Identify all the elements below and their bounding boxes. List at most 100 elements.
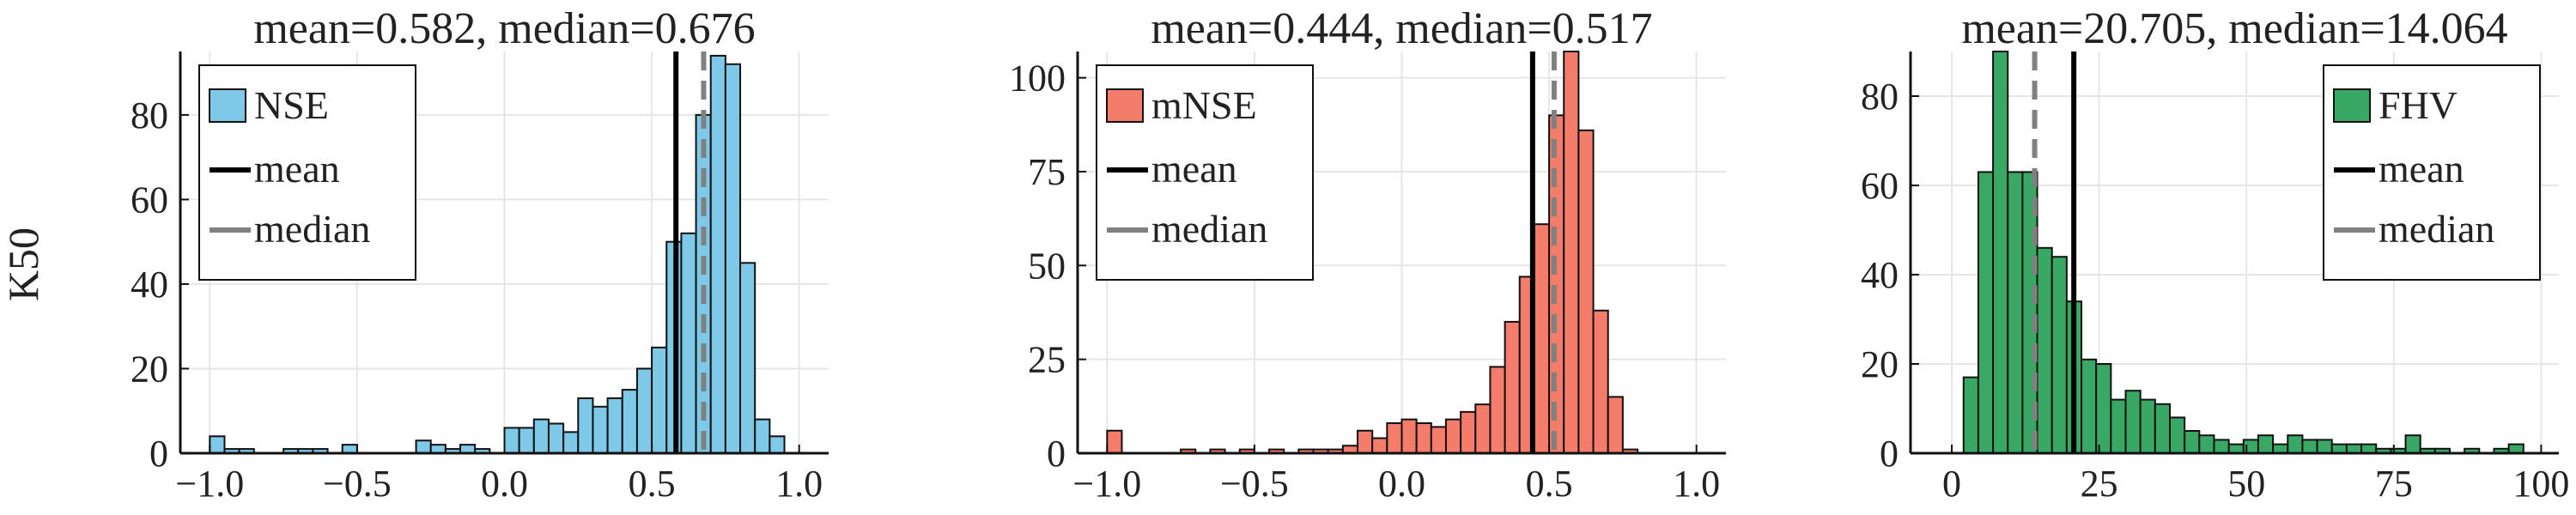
legend: mNSE mean median: [1097, 65, 1313, 280]
legend-label-median: median: [1151, 207, 1267, 251]
histogram-bar: [1475, 404, 1490, 453]
y-tick-label: 0: [149, 433, 168, 475]
histogram-bar: [2273, 445, 2287, 453]
histogram-bar: [1564, 52, 1578, 453]
histogram-bar: [416, 440, 431, 453]
histogram-bar: [2332, 445, 2347, 453]
histogram-bar: [519, 427, 534, 453]
histogram-bar: [2302, 439, 2317, 453]
x-tick-label: −1.0: [175, 463, 244, 505]
y-tick-label: 0: [1880, 433, 1899, 475]
x-tick-label: 0: [1942, 463, 1961, 505]
histogram-bar: [1993, 52, 2008, 453]
histogram-bar: [2347, 445, 2361, 453]
chart-title: mean=20.705, median=14.064: [1961, 4, 2507, 53]
histogram-bar: [2096, 364, 2111, 453]
histogram-bar: [534, 420, 549, 453]
histogram-bar: [726, 64, 740, 453]
chart-title: mean=0.582, median=0.676: [253, 4, 755, 53]
histogram-bar: [1358, 431, 1372, 453]
x-tick-label: 75: [2375, 463, 2413, 505]
histogram-bar: [2509, 445, 2524, 453]
histogram-bar: [1594, 311, 1608, 453]
x-tick-label: 0.0: [481, 463, 528, 505]
x-tick-label: 50: [2227, 463, 2265, 505]
histogram-bar: [1387, 423, 1401, 453]
y-tick-label: 40: [131, 264, 168, 306]
histogram-bar: [2111, 400, 2125, 453]
histogram-bar: [1461, 412, 1475, 453]
histogram-bar: [2052, 257, 2067, 453]
legend-label-series: mNSE: [1151, 83, 1257, 127]
histogram-bar: [578, 398, 592, 453]
x-tick-label: 25: [2081, 463, 2118, 505]
legend-swatch-histogram: [210, 89, 246, 122]
fhv-histogram-panel: 0 25 50 75 100 0 20 40 60 80 mean=20.705, median=1…: [1861, 4, 2569, 505]
histogram-bar: [2170, 417, 2184, 453]
y-tick-label: 0: [1047, 433, 1066, 475]
histogram-bar: [2199, 435, 2214, 453]
legend-label-mean: mean: [254, 147, 340, 191]
legend-swatch-histogram: [1107, 89, 1143, 122]
y-tick-label: 40: [1861, 254, 1899, 296]
histogram-bar: [1107, 431, 1121, 453]
histogram-bar: [1978, 172, 1993, 453]
chart-title: mean=0.444, median=0.517: [1151, 4, 1652, 53]
histogram-bar: [623, 390, 637, 453]
histogram-bar: [608, 398, 623, 453]
y-tick-label: 20: [1861, 343, 1899, 385]
row-label: K50: [0, 227, 47, 301]
x-tick-label: 0.5: [1526, 463, 1573, 505]
x-tick-label: −0.5: [323, 463, 392, 505]
histogram-bar: [1490, 367, 1504, 453]
x-tick-label: 1.0: [775, 463, 823, 505]
legend: NSE mean median: [199, 65, 416, 280]
histogram-bar: [2081, 360, 2096, 453]
legend-label-mean: mean: [1151, 147, 1237, 191]
histogram-bar: [210, 436, 224, 453]
histogram-bar: [1578, 130, 1593, 453]
histogram-bar: [2361, 445, 2376, 453]
y-tick-label: 75: [1028, 151, 1066, 193]
histogram-bar: [2008, 172, 2022, 453]
histogram-bar: [755, 420, 769, 453]
mnse-histogram-panel: −1.0 −0.5 0.0 0.5 1.0 0 25 50 75 100 mean=0.444, m…: [1009, 4, 1726, 505]
histogram-bar: [1608, 397, 1623, 453]
histogram-bar: [652, 348, 666, 453]
histogram-bar: [2406, 435, 2421, 453]
legend-swatch-histogram: [2334, 89, 2370, 122]
y-tick-label: 80: [131, 94, 168, 136]
nse-histogram-panel: −1.0 −0.5 0.0 0.5 1.0 0 20 40 60 80 mean=0.582, me…: [131, 4, 829, 505]
histogram-bar: [2038, 248, 2052, 453]
histogram-bar: [2318, 439, 2332, 453]
histogram-bar: [2155, 404, 2170, 453]
histogram-bar: [2214, 439, 2228, 453]
histogram-bar: [2141, 400, 2155, 453]
legend: FHV mean median: [2324, 65, 2540, 280]
x-tick-label: −1.0: [1072, 463, 1141, 505]
histogram-bar: [711, 56, 726, 453]
histogram-bar: [637, 368, 652, 453]
histogram-bar: [1372, 439, 1387, 453]
x-tick-label: 0.5: [629, 463, 676, 505]
histogram-bar: [1402, 420, 1417, 453]
histogram-bar: [592, 407, 607, 453]
histogram-bar: [2126, 391, 2141, 453]
histogram-bar: [563, 432, 578, 453]
legend-label-mean: mean: [2379, 147, 2464, 191]
x-tick-label: −0.5: [1220, 463, 1289, 505]
histogram-bar: [2287, 435, 2302, 453]
histogram-bar: [681, 233, 696, 453]
histogram-bar: [769, 436, 784, 453]
histogram-bar: [1505, 322, 1520, 453]
y-tick-label: 80: [1861, 76, 1899, 118]
legend-label-series: FHV: [2379, 83, 2458, 127]
histogram-bar: [2229, 445, 2244, 453]
histogram-bar: [505, 427, 519, 453]
y-tick-label: 60: [131, 179, 168, 221]
x-tick-label: 0.0: [1378, 463, 1425, 505]
histogram-bar: [2258, 435, 2273, 453]
histogram-bar: [549, 424, 563, 453]
histogram-bar: [1431, 427, 1446, 453]
